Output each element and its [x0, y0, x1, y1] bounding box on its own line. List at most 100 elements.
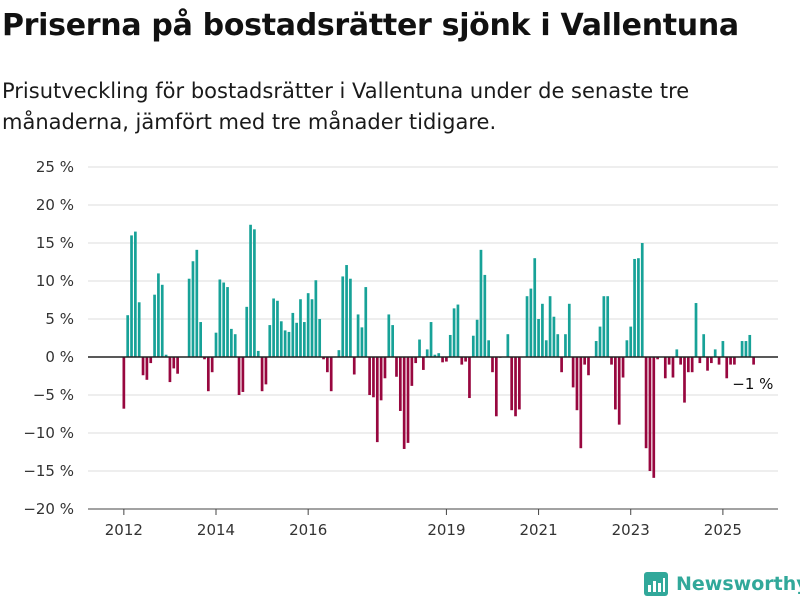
- bar: [237, 357, 241, 395]
- bar: [594, 341, 598, 357]
- bar: [153, 294, 156, 357]
- bar: [329, 357, 333, 392]
- bar: [468, 357, 471, 399]
- bar: [368, 357, 371, 395]
- bar: [375, 357, 379, 443]
- bar: [471, 335, 475, 357]
- bar: [694, 303, 698, 357]
- bar: [533, 258, 537, 357]
- bar: [625, 340, 629, 357]
- bar: [525, 296, 529, 357]
- bar: [617, 357, 621, 425]
- y-tick-label: −5 %: [33, 386, 74, 404]
- bar: [633, 258, 636, 357]
- bar: [256, 350, 260, 357]
- bar: [425, 349, 429, 357]
- bar: [452, 308, 456, 357]
- bar: [226, 287, 229, 357]
- bar: [433, 354, 437, 357]
- bar: [494, 357, 498, 417]
- bar: [157, 273, 160, 357]
- bar: [686, 357, 690, 373]
- bar: [222, 282, 226, 357]
- bar: [310, 299, 314, 357]
- bar: [230, 328, 233, 357]
- bar: [740, 341, 744, 357]
- bar: [679, 357, 682, 365]
- y-tick-label: 15 %: [36, 234, 74, 252]
- newsworthy-logo-icon: [644, 572, 668, 596]
- bar: [456, 304, 460, 357]
- bar: [406, 357, 410, 443]
- bar: [445, 357, 448, 362]
- bar: [372, 357, 375, 398]
- brand-logo: Newsworthy: [644, 569, 800, 599]
- y-tick-label: −15 %: [23, 462, 74, 480]
- bar: [141, 357, 145, 376]
- bar: [326, 357, 329, 373]
- bar: [567, 303, 571, 357]
- bar: [349, 278, 352, 357]
- bar: [571, 357, 575, 388]
- bar: [214, 332, 218, 357]
- bar: [195, 249, 199, 357]
- bar: [306, 293, 310, 357]
- bar: [610, 357, 613, 365]
- bar: [149, 357, 153, 364]
- bar: [337, 350, 341, 357]
- bar: [383, 357, 387, 379]
- bar: [671, 357, 675, 378]
- bar: [387, 314, 391, 357]
- bar: [541, 303, 544, 357]
- x-tick-label: 2012: [105, 521, 143, 539]
- bar: [126, 315, 130, 357]
- bar: [510, 357, 514, 411]
- bar: [272, 298, 275, 357]
- bar: [606, 296, 610, 357]
- bar: [598, 326, 602, 357]
- y-tick-label: 20 %: [36, 196, 74, 214]
- bar: [176, 357, 179, 374]
- bar: [203, 357, 206, 360]
- bar: [587, 357, 590, 376]
- bar: [241, 357, 245, 392]
- x-tick-label: 2014: [197, 521, 235, 539]
- bar: [644, 357, 648, 449]
- brand-name: Newsworthy: [676, 573, 800, 595]
- bar: [690, 357, 694, 373]
- bar: [706, 357, 709, 371]
- bar: [683, 357, 686, 403]
- bar: [518, 357, 521, 410]
- bar: [487, 340, 490, 357]
- chart-subtitle: Prisutveckling för bostadsrätter i Valle…: [2, 79, 690, 134]
- bar: [529, 288, 533, 357]
- bar: [575, 357, 579, 411]
- bar: [583, 357, 586, 365]
- bar: [460, 357, 464, 365]
- bar: [667, 357, 671, 365]
- bar: [744, 341, 748, 357]
- bar: [322, 357, 325, 360]
- bar: [414, 357, 418, 364]
- bar: [172, 357, 176, 369]
- bar: [548, 296, 552, 357]
- bar: [199, 322, 202, 357]
- bar: [134, 231, 137, 357]
- bar: [160, 284, 164, 357]
- bar: [710, 357, 713, 364]
- bar: [364, 287, 368, 357]
- bar: [295, 322, 298, 357]
- y-tick-label: 0 %: [45, 348, 74, 366]
- bar: [441, 357, 444, 363]
- bar: [283, 330, 287, 357]
- bar: [729, 357, 732, 365]
- bar: [579, 357, 583, 449]
- bar: [614, 357, 617, 410]
- bar: [360, 327, 364, 357]
- x-tick-label: 2021: [519, 521, 557, 539]
- bar: [253, 229, 256, 357]
- bar: [702, 334, 706, 357]
- bar: [621, 357, 625, 378]
- bar: [698, 357, 702, 364]
